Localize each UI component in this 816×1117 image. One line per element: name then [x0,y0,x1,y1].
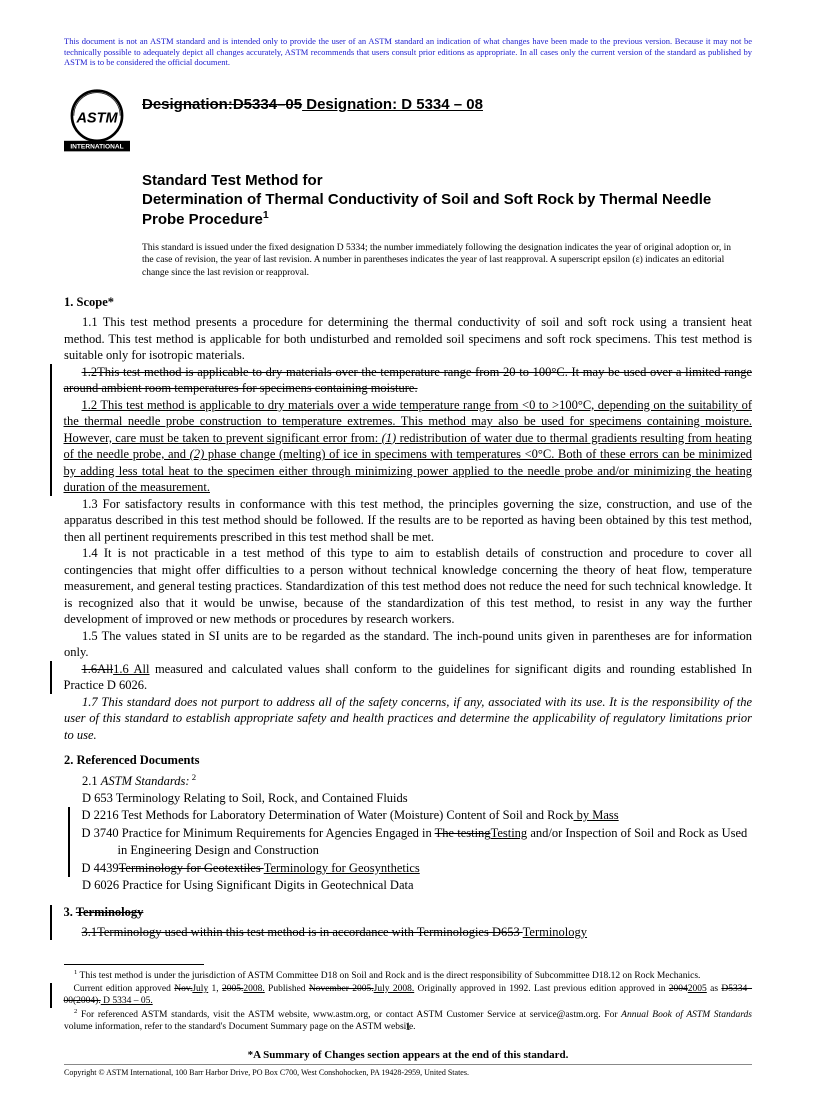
ref-d6026: D 6026 Practice for Using Significant Di… [82,877,752,895]
copyright: Copyright © ASTM International, 100 Barr… [64,1064,752,1077]
svg-text:ASTM: ASTM [75,110,118,126]
terminology-head: 3. Terminology [64,905,753,920]
scope-1-1: 1.1 This test method presents a procedur… [64,314,752,364]
scope-1-7: 1.7 This standard does not purport to ad… [64,694,752,744]
ref-d2216: D 2216 Test Methods for Laboratory Deter… [82,807,753,825]
header-row: ASTM INTERNATIONAL Designation:D5334–05 … [64,88,752,154]
changebar-fn1: Current edition approved Nov.July 1, 200… [50,983,752,1008]
scope-head: 1. Scope* [64,295,752,310]
footnote-1b: Current edition approved Nov.July 1, 200… [64,983,753,1008]
changebar-refs: D 2216 Test Methods for Laboratory Deter… [68,807,752,877]
astm-logo: ASTM INTERNATIONAL [64,88,130,154]
changebar-sec3: 3. Terminology 3.1Terminology used withi… [50,905,752,941]
summary-line: *A Summary of Changes section appears at… [64,1049,752,1061]
ref-d4439: D 4439Terminology for Geotextiles Termin… [82,860,753,878]
issue-note: This standard is issued under the fixed … [142,242,732,279]
footnote-1a: 1 This test method is under the jurisdic… [64,969,752,983]
title-main: Determination of Thermal Conductivity of… [142,191,752,231]
scope-1-2-new: 1.2 This test method is applicable to dr… [64,397,753,496]
changebar-1-2: 1.2This test method is applicable to dry… [50,364,752,496]
scope-1-5: 1.5 The values stated in SI units are to… [64,628,752,661]
svg-text:INTERNATIONAL: INTERNATIONAL [70,144,123,151]
ref-d3740: D 3740 Practice for Minimum Requirements… [82,825,753,860]
page-root: This document is not an ASTM standard an… [0,0,816,1117]
footnote-rule [64,964,204,965]
ref-d653: D 653 Terminology Relating to Soil, Rock… [82,790,752,808]
scope-1-6: 1.6All1.6 All measured and calculated va… [64,661,753,694]
page-number: 1 [0,1019,816,1034]
refs-list: D 653 Terminology Relating to Soil, Rock… [82,790,752,895]
disclaimer-banner: This document is not an ASTM standard an… [64,36,752,68]
scope-1-2-old: 1.2This test method is applicable to dry… [64,364,753,397]
designation: Designation:D5334–05 Designation: D 5334… [142,88,483,113]
scope-1-4: 1.4 It is not practicable in a test meth… [64,545,752,628]
new-designation: Designation: D 5334 – 08 [302,96,483,113]
refs-sub: 2.1 ASTM Standards: 2 [64,772,752,790]
scope-1-3: 1.3 For satisfactory results in conforma… [64,496,752,546]
refs-head: 2. Referenced Documents [64,753,752,768]
changebar-1-6: 1.6All1.6 All measured and calculated va… [50,661,752,694]
terminology-3-1: 3.1Terminology used within this test met… [64,924,753,941]
title-block: Standard Test Method for Determination o… [142,172,752,230]
title-intro: Standard Test Method for [142,172,752,191]
old-designation: Designation:D5334–05 [142,96,302,113]
